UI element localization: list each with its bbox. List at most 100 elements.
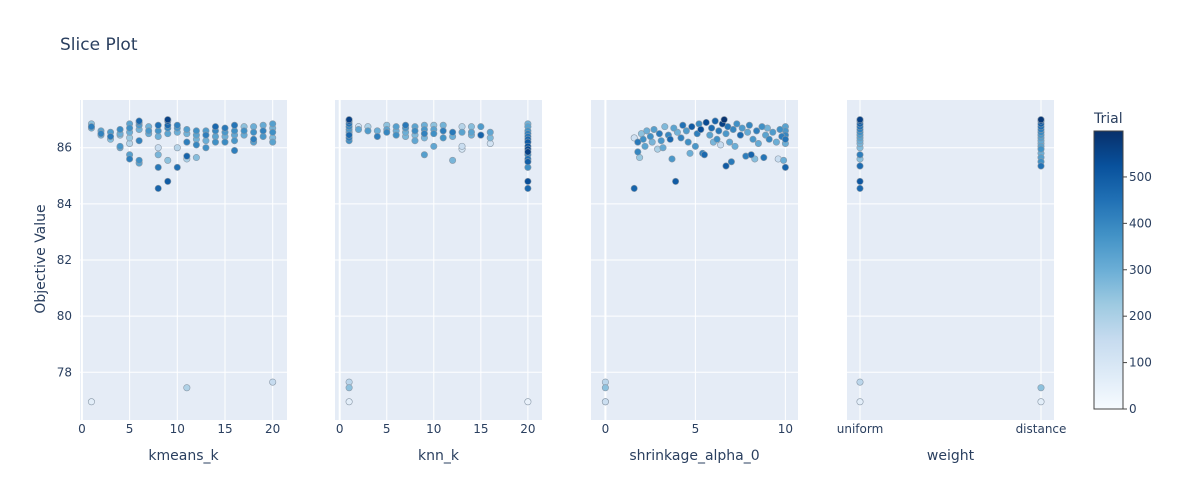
- chart-title: Slice Plot: [60, 35, 138, 55]
- data-point: [269, 138, 277, 146]
- data-point: [524, 398, 532, 406]
- data-point: [373, 132, 381, 140]
- data-point: [135, 156, 143, 164]
- data-point: [630, 184, 638, 192]
- data-point: [345, 384, 353, 392]
- colorbar-gradient: [1093, 130, 1124, 410]
- data-point: [722, 130, 730, 138]
- data-point: [202, 131, 210, 139]
- data-point: [646, 132, 654, 140]
- y-tick-label: 86: [57, 141, 72, 155]
- data-point: [392, 131, 400, 139]
- data-point: [677, 134, 685, 142]
- data-point: [765, 135, 773, 143]
- data-point: [749, 135, 757, 143]
- colorbar-tick-label: 100: [1129, 356, 1152, 370]
- data-point: [458, 142, 466, 150]
- x-axis-label: weight: [927, 448, 975, 464]
- x-tick-label: 0: [602, 422, 610, 436]
- data-point: [192, 127, 200, 135]
- data-point: [1037, 162, 1045, 170]
- data-point: [145, 127, 153, 135]
- data-point: [486, 128, 494, 136]
- data-point: [729, 125, 737, 133]
- panel-shrinkage_alpha_0: 0 5 10 shrinkage_alpha_0: [591, 100, 798, 464]
- data-point: [430, 142, 438, 150]
- data-point: [659, 144, 667, 152]
- colorbar-tick-label: 300: [1129, 263, 1152, 277]
- data-point: [679, 121, 687, 129]
- data-point: [1037, 145, 1045, 153]
- x-tick-label: uniform: [837, 422, 884, 436]
- data-point: [211, 123, 219, 131]
- x-tick-label: 10: [426, 422, 441, 436]
- data-point: [686, 149, 694, 157]
- data-point: [411, 137, 419, 145]
- data-point: [87, 123, 95, 131]
- data-point: [173, 163, 181, 171]
- data-point: [345, 116, 353, 124]
- x-tick-label: 15: [473, 422, 488, 436]
- data-point: [724, 123, 732, 131]
- colorbar-tick-label: 0: [1129, 402, 1137, 416]
- data-point: [657, 137, 665, 145]
- y-tick-label: 78: [57, 365, 72, 379]
- data-point: [420, 130, 428, 138]
- data-point: [738, 124, 746, 132]
- x-axis-label: shrinkage_alpha_0: [629, 448, 759, 464]
- data-point: [183, 138, 191, 146]
- data-point: [736, 131, 744, 139]
- data-point: [758, 123, 766, 131]
- data-point: [524, 177, 532, 185]
- data-point: [733, 120, 741, 128]
- data-point: [722, 162, 730, 170]
- data-point: [269, 120, 277, 128]
- data-point: [269, 128, 277, 136]
- data-point: [154, 163, 162, 171]
- data-point: [711, 117, 719, 125]
- data-point: [154, 144, 162, 152]
- data-point: [670, 124, 678, 132]
- data-point: [164, 177, 172, 185]
- x-tick-label: 10: [170, 422, 185, 436]
- data-point: [154, 184, 162, 192]
- data-point: [601, 398, 609, 406]
- data-point: [727, 158, 735, 166]
- colorbar-title: Trial: [1093, 111, 1123, 127]
- y-axis-label: Objective Value: [33, 204, 49, 313]
- data-point: [345, 131, 353, 139]
- panel-knn_k: 0 5 10 15 20 knn_k: [335, 100, 542, 464]
- data-point: [684, 138, 692, 146]
- data-point: [634, 148, 642, 156]
- data-point: [708, 124, 716, 132]
- data-point: [458, 128, 466, 136]
- data-point: [1037, 384, 1045, 392]
- data-point: [202, 144, 210, 152]
- data-point: [672, 177, 680, 185]
- data-point: [345, 398, 353, 406]
- data-point: [183, 125, 191, 133]
- data-point: [697, 125, 705, 133]
- data-point: [183, 152, 191, 160]
- data-point: [392, 123, 400, 131]
- x-tick-label: 15: [217, 422, 232, 436]
- data-point: [477, 123, 485, 131]
- data-point: [411, 127, 419, 135]
- data-point: [781, 163, 789, 171]
- data-point: [655, 130, 663, 138]
- x-tick-label: 20: [520, 422, 535, 436]
- data-point: [420, 151, 428, 159]
- data-point: [87, 398, 95, 406]
- data-point: [250, 135, 258, 143]
- x-tick-label: 5: [383, 422, 391, 436]
- data-point: [601, 384, 609, 392]
- data-point: [164, 156, 172, 164]
- data-point: [1037, 398, 1045, 406]
- data-point: [402, 121, 410, 129]
- data-point: [769, 128, 777, 136]
- data-point: [192, 154, 200, 162]
- data-point: [467, 128, 475, 136]
- data-point: [753, 127, 761, 135]
- y-tick-label: 82: [57, 253, 72, 267]
